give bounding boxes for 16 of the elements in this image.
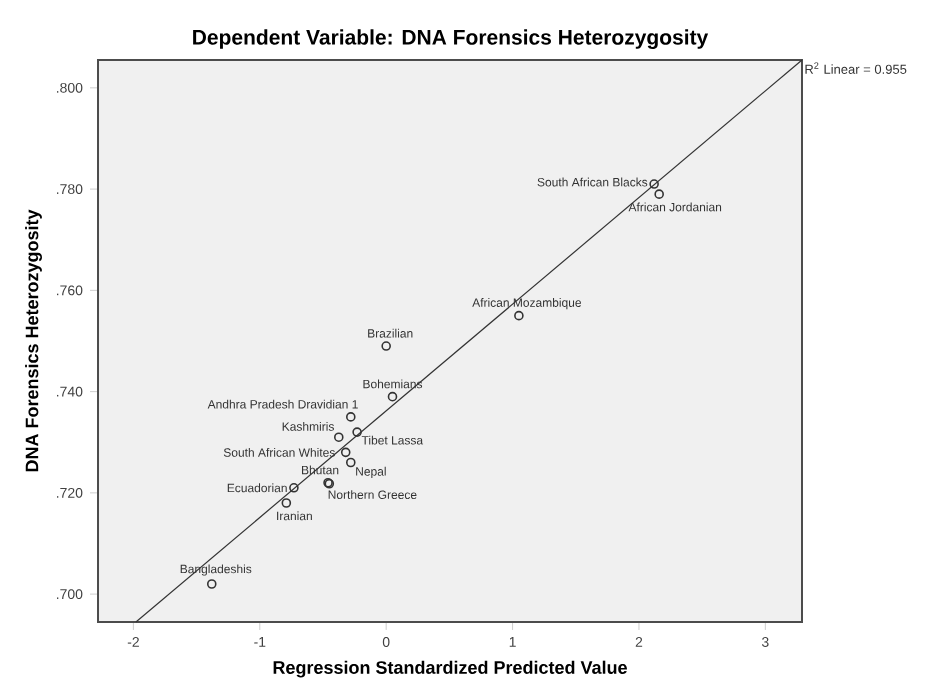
y-axis-title: DNA Forensics Heterozygosity [25,209,42,472]
point [281,498,292,508]
point [333,432,344,442]
point [206,579,217,589]
point [340,447,351,458]
point [514,310,524,321]
point [345,412,356,422]
point [345,457,356,468]
point [387,391,398,402]
chart-title: Dependent Variable: DNA Forensics Heterozygosity [193,29,709,49]
x-axis-title: Regression Standardized Predicted Value [273,660,627,678]
point [649,179,659,189]
point [381,341,391,351]
point [654,189,664,199]
point [289,483,299,493]
point [352,427,362,437]
